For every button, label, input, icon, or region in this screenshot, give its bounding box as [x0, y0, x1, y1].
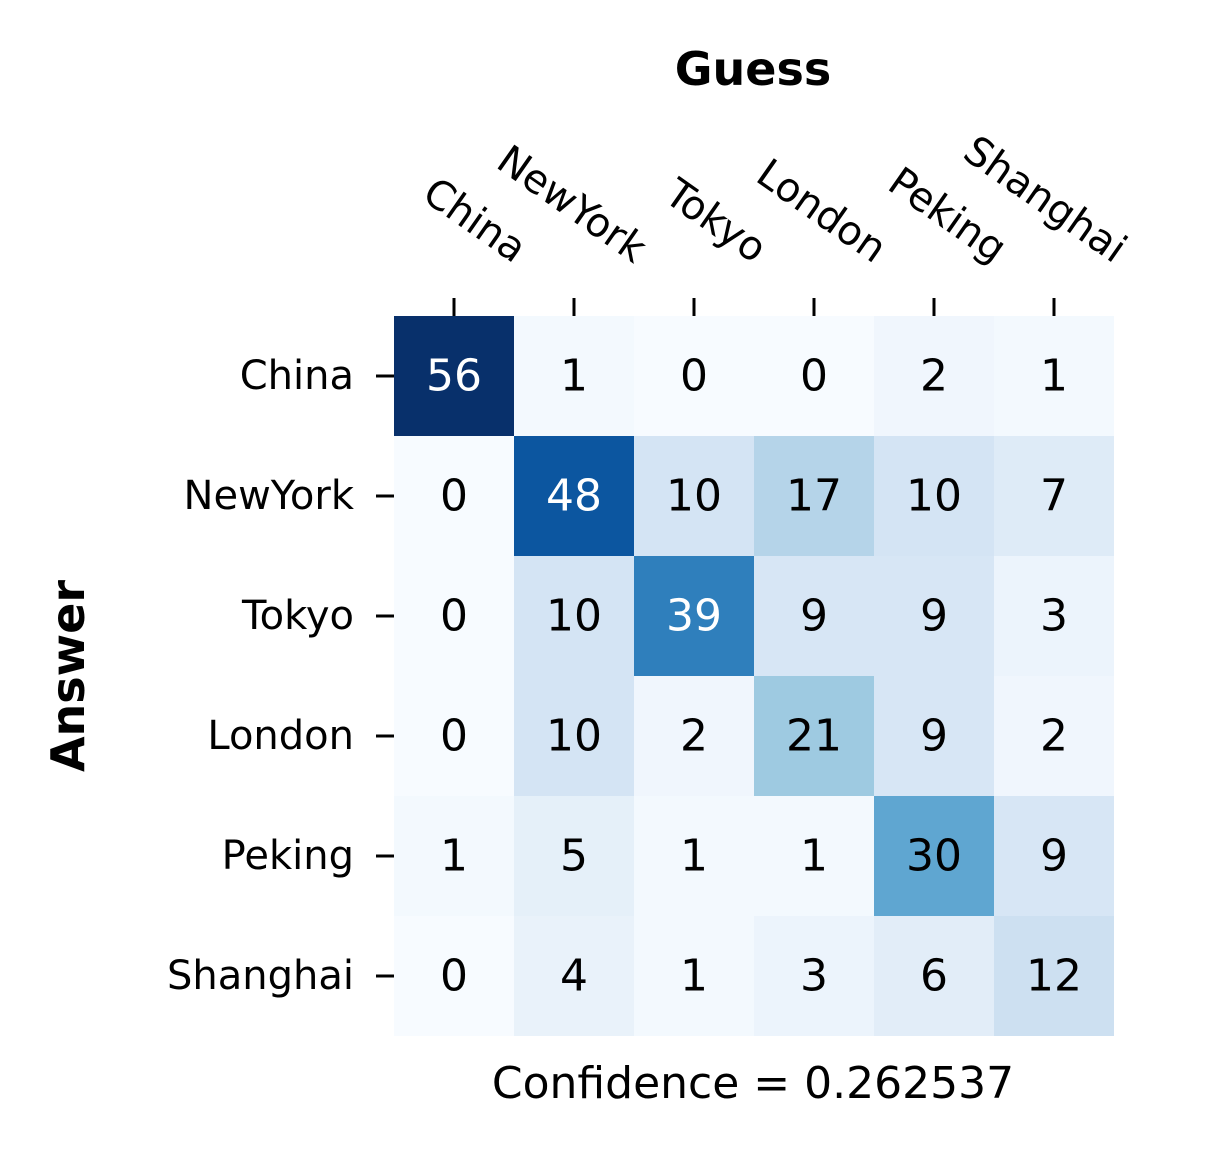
y-tick-label: China — [240, 353, 354, 399]
cell-value: 0 — [440, 591, 468, 642]
cell-value: 2 — [920, 351, 948, 402]
cell-value: 10 — [546, 711, 602, 762]
cell-value: 5 — [560, 831, 588, 882]
heatmap-cell-Tokyo-London — [754, 556, 874, 676]
cell-value: 0 — [800, 351, 828, 402]
chart-title: Guess — [675, 42, 831, 96]
cell-value: 3 — [800, 951, 828, 1002]
cell-value: 0 — [680, 351, 708, 402]
heatmap-cell-Peking-Tokyo — [634, 796, 754, 916]
y-tick-label: Tokyo — [241, 593, 354, 639]
heatmap-cell-London-China — [394, 676, 514, 796]
heatmap-cell-Tokyo-China — [394, 556, 514, 676]
heatmap-cell-Shanghai-Shanghai — [994, 916, 1114, 1036]
cell-value: 6 — [920, 951, 948, 1002]
heatmap-cell-Tokyo-Shanghai — [994, 556, 1114, 676]
cell-value: 10 — [666, 471, 722, 522]
cell-value: 0 — [440, 711, 468, 762]
heatmap-cell-Peking-Peking — [874, 796, 994, 916]
heatmap-cell-China-China — [394, 316, 514, 436]
heatmap-cell-NewYork-Peking — [874, 436, 994, 556]
heatmap-cell-London-NewYork — [514, 676, 634, 796]
cell-value: 2 — [680, 711, 708, 762]
cell-value: 7 — [1040, 471, 1068, 522]
cell-value: 17 — [786, 471, 842, 522]
cell-value: 0 — [440, 951, 468, 1002]
cell-value: 9 — [920, 591, 948, 642]
heatmap-cell-China-Peking — [874, 316, 994, 436]
cell-value: 48 — [546, 471, 602, 522]
heatmap-cell-London-Peking — [874, 676, 994, 796]
heatmap-cell-Peking-Shanghai — [994, 796, 1114, 916]
cell-value: 21 — [786, 711, 842, 762]
heatmap-annotations: 56 1 0 0 2 10 48 10 17 10 70 10 39 9 9 30 10 2 21 9 21 5 1 1 30 9… — [426, 351, 1082, 1002]
heatmap-cell-Tokyo-Peking — [874, 556, 994, 676]
cell-value: 0 — [440, 471, 468, 522]
heatmap-cells — [394, 316, 1114, 1036]
cell-value: 10 — [546, 591, 602, 642]
cell-value: 9 — [1040, 831, 1068, 882]
cell-value: 1 — [440, 831, 468, 882]
heatmap-cell-NewYork-Shanghai — [994, 436, 1114, 556]
cell-value: 1 — [680, 831, 708, 882]
cell-value: 10 — [906, 471, 962, 522]
heatmap-cell-Shanghai-London — [754, 916, 874, 1036]
heatmap-cell-China-NewYork — [514, 316, 634, 436]
heatmap-cell-Peking-China — [394, 796, 514, 916]
heatmap-cell-London-London — [754, 676, 874, 796]
heatmap-cell-NewYork-London — [754, 436, 874, 556]
y-tick-label: Shanghai — [167, 953, 354, 999]
heatmap-cell-China-Tokyo — [634, 316, 754, 436]
heatmap-cell-China-Shanghai — [994, 316, 1114, 436]
cell-value: 9 — [800, 591, 828, 642]
cell-value: 2 — [1040, 711, 1068, 762]
y-axis-ticks: China NewYork Tokyo London Peking Shanghai — [167, 353, 394, 999]
x-axis-label: Confidence = 0.262537 — [492, 1058, 1014, 1109]
cell-value: 1 — [560, 351, 588, 402]
cell-value: 1 — [800, 831, 828, 882]
heatmap-cell-NewYork-Tokyo — [634, 436, 754, 556]
cell-value: 9 — [920, 711, 948, 762]
heatmap-cell-Shanghai-Tokyo — [634, 916, 754, 1036]
cell-value: 4 — [560, 951, 588, 1002]
heatmap-cell-Shanghai-China — [394, 916, 514, 1036]
cell-value: 1 — [680, 951, 708, 1002]
y-tick-label: London — [207, 713, 354, 759]
y-tick-label: Peking — [222, 833, 354, 879]
heatmap-cell-London-Tokyo — [634, 676, 754, 796]
heatmap-cell-NewYork-China — [394, 436, 514, 556]
heatmap-cell-NewYork-NewYork — [514, 436, 634, 556]
cell-value: 3 — [1040, 591, 1068, 642]
heatmap-cell-Peking-London — [754, 796, 874, 916]
heatmap-cell-China-London — [754, 316, 874, 436]
x-tick-label: London — [748, 150, 894, 272]
heatmap-cell-Peking-NewYork — [514, 796, 634, 916]
heatmap-cell-Tokyo-Tokyo — [634, 556, 754, 676]
heatmap-cell-Shanghai-NewYork — [514, 916, 634, 1036]
cell-value: 1 — [1040, 351, 1068, 402]
cell-value: 39 — [666, 591, 722, 642]
heatmap-cell-Tokyo-NewYork — [514, 556, 634, 676]
y-axis-label: Answer — [41, 580, 95, 772]
heatmap-cell-Shanghai-Peking — [874, 916, 994, 1036]
heatmap-cell-London-Shanghai — [994, 676, 1114, 796]
cell-value: 30 — [906, 831, 962, 882]
cell-value: 12 — [1026, 951, 1082, 1002]
y-tick-label: NewYork — [184, 473, 355, 519]
cell-value: 56 — [426, 351, 482, 402]
